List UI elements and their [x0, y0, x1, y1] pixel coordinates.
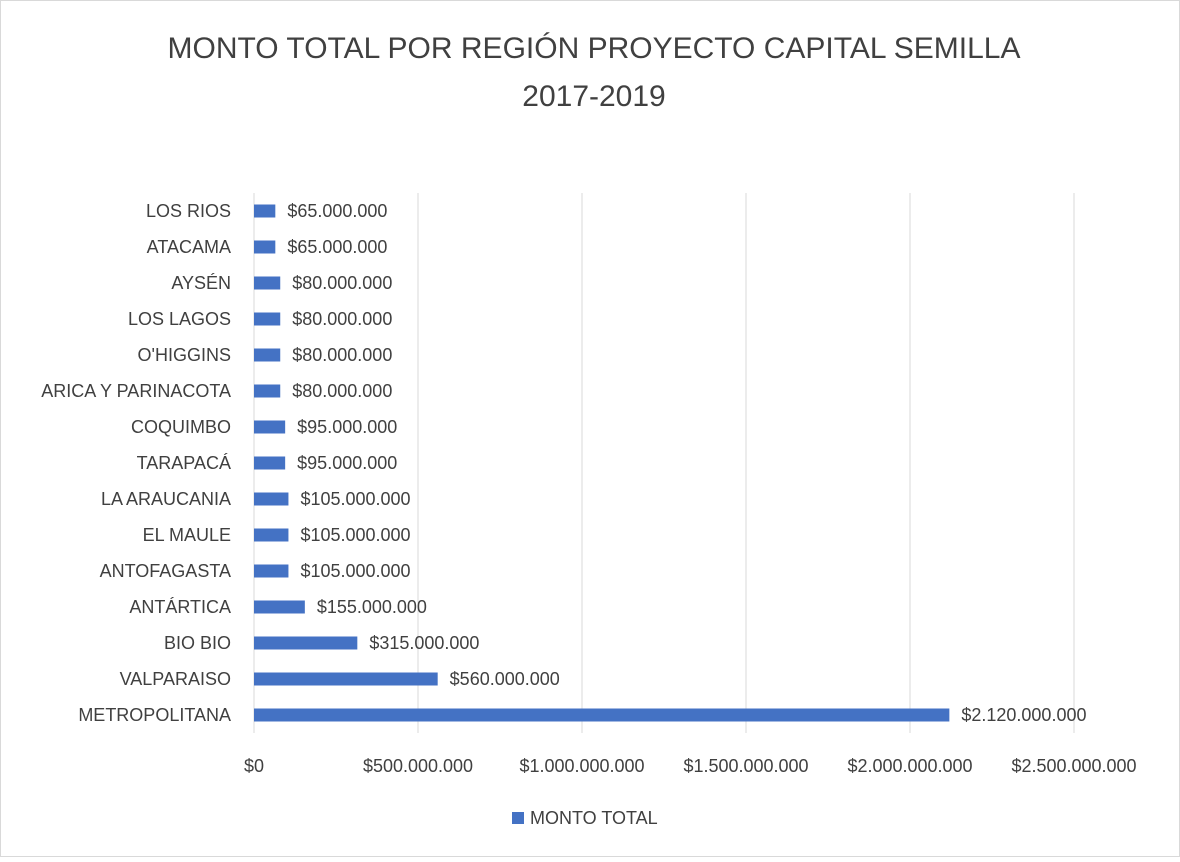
data-label: $80.000.000 — [292, 345, 392, 365]
bar — [254, 636, 358, 650]
y-tick-label: ARICA Y PARINACOTA — [41, 381, 231, 401]
legend-swatch — [512, 812, 524, 824]
data-label: $155.000.000 — [317, 597, 427, 617]
data-label: $315.000.000 — [369, 633, 479, 653]
data-label: $105.000.000 — [300, 525, 410, 545]
x-tick-label: $500.000.000 — [363, 756, 473, 776]
bar — [254, 312, 281, 326]
y-tick-label: COQUIMBO — [131, 417, 231, 437]
y-tick-label: METROPOLITANA — [78, 705, 231, 725]
bar — [254, 240, 276, 254]
bar — [254, 348, 281, 362]
y-tick-label: EL MAULE — [143, 525, 231, 545]
x-tick-label: $0 — [244, 756, 264, 776]
y-tick-label: AYSÉN — [171, 273, 231, 293]
y-tick-label: BIO BIO — [164, 633, 231, 653]
data-label: $65.000.000 — [287, 237, 387, 257]
bar — [254, 564, 289, 578]
x-tick-label: $2.000.000.000 — [847, 756, 972, 776]
data-label: $80.000.000 — [292, 273, 392, 293]
x-tick-label: $1.000.000.000 — [519, 756, 644, 776]
data-label: $95.000.000 — [297, 453, 397, 473]
y-tick-label: ANTÁRTICA — [129, 597, 231, 617]
chart-title: MONTO TOTAL POR REGIÓN PROYECTO CAPITAL … — [168, 32, 1021, 65]
y-tick-label: O'HIGGINS — [138, 345, 231, 365]
data-label: $105.000.000 — [300, 561, 410, 581]
x-tick-label: $2.500.000.000 — [1011, 756, 1136, 776]
y-tick-label: ANTOFAGASTA — [100, 561, 231, 581]
bar — [254, 528, 289, 542]
bar — [254, 456, 286, 470]
y-tick-label: VALPARAISO — [120, 669, 231, 689]
y-tick-label: ATACAMA — [147, 237, 231, 257]
bar — [254, 672, 438, 686]
bar — [254, 204, 276, 218]
legend-label: MONTO TOTAL — [530, 808, 658, 828]
bar — [254, 492, 289, 506]
bar — [254, 708, 950, 722]
x-tick-label: $1.500.000.000 — [683, 756, 808, 776]
data-label: $95.000.000 — [297, 417, 397, 437]
data-label: $560.000.000 — [450, 669, 560, 689]
y-tick-label: TARAPACÁ — [137, 453, 231, 473]
bar — [254, 420, 286, 434]
data-label: $65.000.000 — [287, 201, 387, 221]
chart-title: 2017-2019 — [522, 80, 665, 113]
data-label: $80.000.000 — [292, 309, 392, 329]
data-label: $80.000.000 — [292, 381, 392, 401]
data-label: $105.000.000 — [300, 489, 410, 509]
y-tick-label: LOS RIOS — [146, 201, 231, 221]
y-tick-label: LA ARAUCANIA — [101, 489, 231, 509]
bar — [254, 600, 305, 614]
y-tick-label: LOS LAGOS — [128, 309, 231, 329]
data-label: $2.120.000.000 — [961, 705, 1086, 725]
bar — [254, 276, 281, 290]
bar — [254, 384, 281, 398]
